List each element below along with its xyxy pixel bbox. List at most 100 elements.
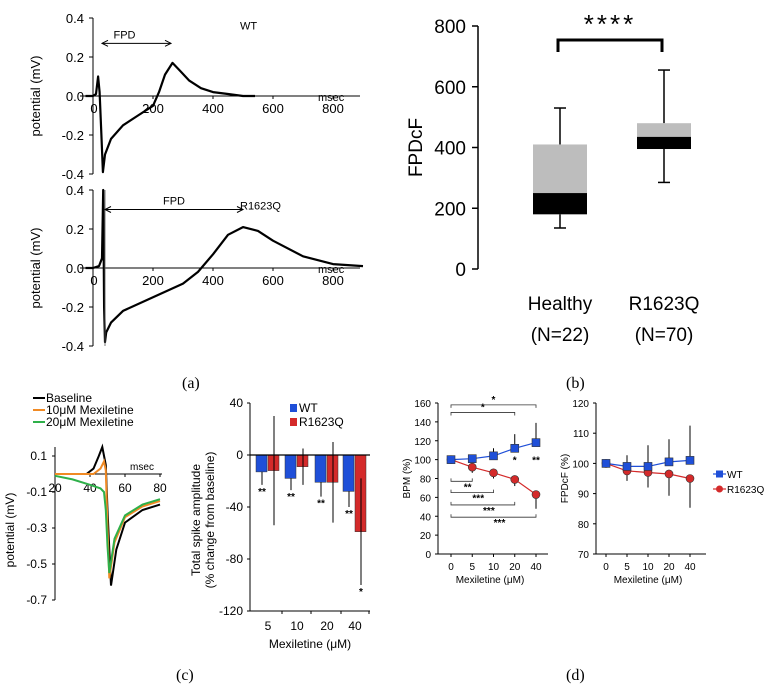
fpd-label: FPD bbox=[114, 29, 136, 41]
y-axis-label: potential (mV) bbox=[28, 56, 43, 137]
box-lower-quartile bbox=[533, 193, 587, 215]
y-tick-label: 0 bbox=[455, 260, 466, 281]
y-tick-label: -0.1 bbox=[26, 485, 47, 499]
marker-circle bbox=[467, 462, 477, 472]
y-tick-label: -0.3 bbox=[26, 521, 47, 535]
legend-marker bbox=[716, 485, 723, 493]
significance-stars: *** bbox=[472, 494, 484, 505]
x-tick-label: 400 bbox=[202, 101, 224, 116]
marker-square bbox=[643, 462, 653, 471]
x-axis-label: Mexiletine (μM) bbox=[269, 637, 351, 651]
y-tick-label: 0.4 bbox=[66, 11, 84, 26]
group-n-label: (N=70) bbox=[635, 325, 694, 346]
x-axis-label: Mexiletine (μM) bbox=[456, 575, 525, 586]
legend-marker bbox=[716, 470, 723, 478]
x-axis-label: Mexiletine (μM) bbox=[614, 575, 683, 586]
x-tick-label: 200 bbox=[142, 273, 164, 288]
bar-wt bbox=[314, 454, 327, 483]
trace-annotation: WT bbox=[240, 21, 257, 33]
x-unit-label: msec bbox=[130, 462, 154, 473]
panel-label-d: (d) bbox=[566, 667, 585, 684]
significance-bracket bbox=[556, 38, 664, 52]
x-tick-label: 600 bbox=[262, 273, 284, 288]
y-tick-label: 0.2 bbox=[66, 50, 84, 65]
significance-bracket bbox=[450, 514, 537, 518]
y-tick-label: 200 bbox=[434, 199, 466, 220]
panel-c-bars: 40 0 -40 -80 -120 5 10 20 40 ** ** ** ** WT * R1623Q Mex… bbox=[189, 396, 370, 651]
y-tick-label: 400 bbox=[434, 139, 466, 160]
y-axis-label: FPDcF bbox=[406, 118, 427, 177]
x-tick-label: 800 bbox=[322, 273, 344, 288]
legend-label: 10μM Mexiletine bbox=[46, 403, 134, 417]
marker-square bbox=[489, 451, 498, 461]
legend-label: R1623Q bbox=[727, 485, 764, 496]
x-tick-label: 5 bbox=[265, 619, 272, 633]
significance-stars: *** bbox=[494, 518, 506, 529]
significance-stars: * bbox=[481, 402, 485, 413]
x-unit-label: msec bbox=[318, 92, 345, 104]
y-tick-label: -0.2 bbox=[62, 300, 84, 315]
y-tick-label: -40 bbox=[226, 500, 244, 514]
legend-label: R1623Q bbox=[299, 415, 344, 429]
y-tick-label: -120 bbox=[219, 604, 243, 618]
group-label: Healthy bbox=[528, 294, 593, 315]
fpd-arrowheads bbox=[100, 39, 173, 47]
fpd-label: FPD bbox=[163, 196, 185, 208]
y-tick-label: 110 bbox=[573, 429, 589, 440]
marker-square bbox=[664, 457, 674, 467]
y-tick-label: 90 bbox=[578, 490, 590, 501]
y-tick-label: -0.2 bbox=[62, 128, 84, 143]
box-r1623q: R1623Q (N=70) bbox=[629, 69, 700, 346]
x-tick-label: 800 bbox=[322, 101, 344, 116]
trace-2 bbox=[54, 474, 161, 574]
y-axis-label: potential (mV) bbox=[28, 228, 43, 309]
trace-line bbox=[85, 61, 255, 174]
x-tick-label: 40 bbox=[530, 562, 542, 573]
marker-square bbox=[467, 454, 477, 463]
legend-swatch-r1623q bbox=[290, 418, 297, 426]
y-tick-label: 100 bbox=[414, 456, 431, 467]
x-tick-label: 0 bbox=[90, 101, 97, 116]
y-tick-label: 40 bbox=[420, 512, 432, 523]
trace-line bbox=[85, 188, 364, 344]
y-tick-label: 120 bbox=[572, 399, 589, 410]
y-tick-label: 100 bbox=[572, 459, 589, 470]
trace-annotation: R1623Q bbox=[240, 201, 281, 213]
marker-circle bbox=[489, 468, 498, 478]
y-tick-label: 70 bbox=[578, 550, 590, 561]
panel-label-b: (b) bbox=[566, 375, 585, 392]
x-tick-label: 10 bbox=[642, 562, 654, 573]
box-lower-quartile bbox=[637, 136, 691, 150]
significance-stars: ** bbox=[532, 456, 540, 467]
significance-stars: ** bbox=[317, 499, 325, 510]
marker-square bbox=[446, 455, 456, 464]
y-tick-label: 800 bbox=[434, 17, 466, 38]
significance-stars: **** bbox=[584, 9, 636, 39]
x-tick-label: 10 bbox=[290, 619, 304, 633]
y-axis-label: BPM (%) bbox=[402, 459, 413, 499]
y-axis-label-line2: (% change from baseline) bbox=[203, 452, 217, 589]
significance-stars: * bbox=[359, 587, 363, 598]
panel-c-traces: 0.1-0.1-0.3-0.5-0.720 40 60 80msecpotential… bbox=[3, 391, 167, 607]
box-healthy: Healthy (N=22) bbox=[528, 107, 593, 346]
x-unit-label: msec bbox=[318, 264, 345, 276]
significance-bracket bbox=[450, 478, 473, 482]
group-label: R1623Q bbox=[629, 294, 700, 315]
x-tick-label: 80 bbox=[153, 481, 167, 495]
significance-stars: * bbox=[492, 395, 496, 406]
significance-stars: * bbox=[513, 456, 517, 467]
x-tick-label: 40 bbox=[684, 562, 696, 573]
y-tick-label: 140 bbox=[414, 418, 431, 429]
x-tick-label: 40 bbox=[348, 619, 362, 633]
x-tick-label: 60 bbox=[118, 481, 132, 495]
panel-a-a-wt: 0.4 0.2 0.0 -0.2 -0.4 200 400 600 800 0 msec potent… bbox=[28, 11, 360, 182]
legend-label: WT bbox=[727, 470, 743, 481]
x-tick-label: 0 bbox=[448, 562, 454, 573]
legend-label: Baseline bbox=[46, 391, 92, 405]
x-tick-label: 20 bbox=[663, 562, 675, 573]
y-tick-label: 60 bbox=[420, 493, 432, 504]
marker-square bbox=[622, 462, 632, 471]
x-tick-label: 0 bbox=[90, 273, 97, 288]
x-tick-label: 600 bbox=[262, 101, 284, 116]
